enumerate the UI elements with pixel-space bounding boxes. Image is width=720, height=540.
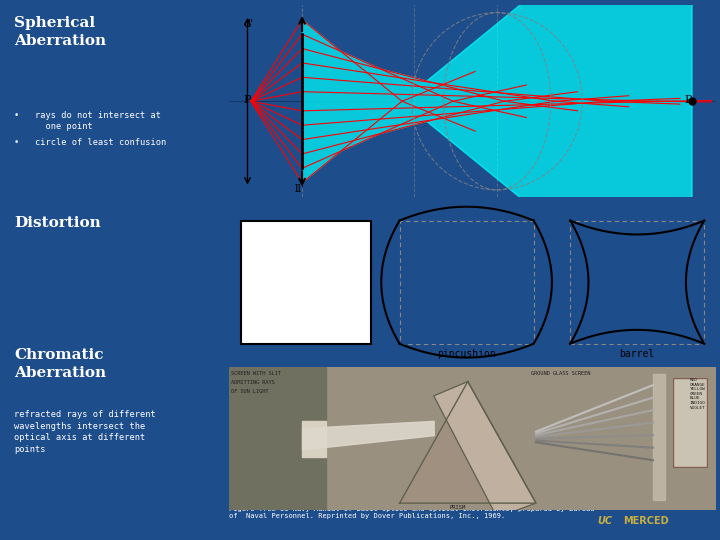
Text: UC: UC <box>598 516 613 526</box>
Text: Chromatic
Aberration: Chromatic Aberration <box>14 348 107 380</box>
Bar <box>302 421 326 457</box>
Text: P: P <box>243 96 251 105</box>
Text: Spherical
Aberration: Spherical Aberration <box>14 16 107 48</box>
Text: •   circle of least confusion: • circle of least confusion <box>14 138 166 147</box>
Text: Distortion: Distortion <box>14 216 101 230</box>
Text: ll': ll' <box>294 184 305 194</box>
Text: •   rays do not intersect at
      one point: • rays do not intersect at one point <box>14 111 161 131</box>
Bar <box>241 220 371 343</box>
Bar <box>672 378 706 467</box>
Polygon shape <box>433 381 536 517</box>
Polygon shape <box>400 381 536 503</box>
Bar <box>653 374 665 500</box>
Text: GROUND GLASS SCREEN: GROUND GLASS SCREEN <box>531 371 590 376</box>
Text: Figure from US Navy Manual of Basic Optics and Optical Instruments, prepared by : Figure from US Navy Manual of Basic Opti… <box>229 507 595 519</box>
Polygon shape <box>302 0 692 338</box>
Text: SCREEN WITH SLIT: SCREEN WITH SLIT <box>231 371 282 376</box>
Text: MERCED: MERCED <box>623 516 668 526</box>
Bar <box>229 367 326 510</box>
Text: barrel: barrel <box>620 349 654 359</box>
Text: PRISM: PRISM <box>450 504 466 510</box>
Bar <box>672 378 706 467</box>
Text: P: P <box>685 96 692 105</box>
Text: refracted rays of different
wavelengths intersect the
optical axis at different
: refracted rays of different wavelengths … <box>14 410 156 454</box>
Text: RED
ORANGE
YELLOW
GREEN
BLUE
INDIGO
VIOLET: RED ORANGE YELLOW GREEN BLUE INDIGO VIOL… <box>690 378 706 409</box>
Bar <box>570 220 704 343</box>
Text: pincushion: pincushion <box>437 349 496 359</box>
Text: ADMITTING RAYS: ADMITTING RAYS <box>231 380 275 384</box>
Text: d': d' <box>243 19 253 29</box>
Bar <box>400 220 534 343</box>
Text: OF SUN LIGHT: OF SUN LIGHT <box>231 389 269 394</box>
